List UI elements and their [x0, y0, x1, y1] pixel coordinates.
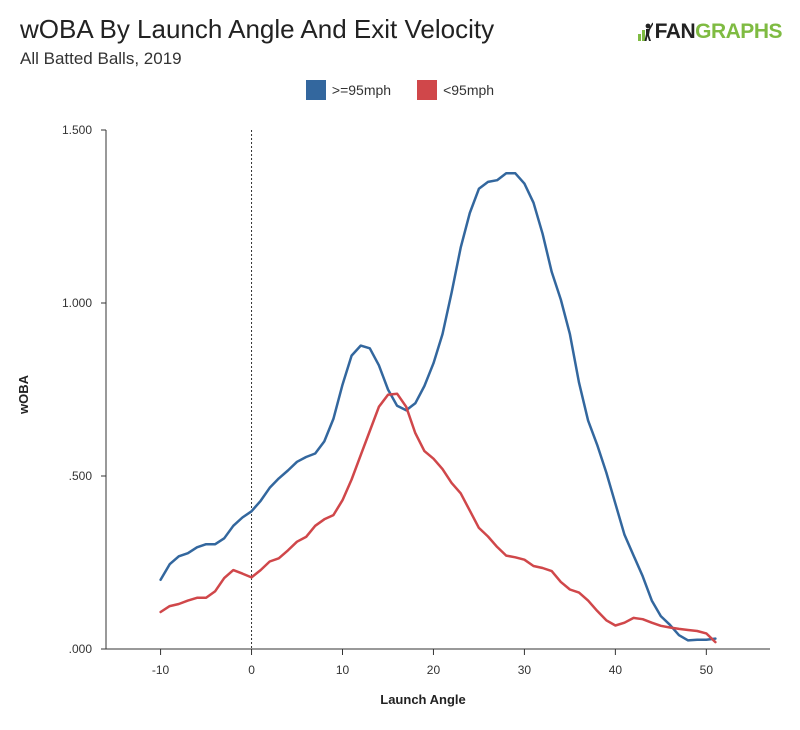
chart-legend: >=95mph <95mph: [0, 80, 800, 100]
chart-subtitle: All Batted Balls, 2019: [20, 49, 182, 68]
y-axis-label: wOBA: [16, 374, 31, 415]
y-tick-label: 1.000: [62, 296, 92, 310]
logo-text-graphs: GRAPHS: [695, 20, 782, 43]
x-axis-label: Launch Angle: [380, 692, 465, 707]
series-line-95mph-and-above: [159, 172, 717, 642]
fangraphs-logo[interactable]: FAN GRAPHS: [637, 20, 782, 44]
logo-text-fan: FAN: [654, 20, 696, 43]
y-tick-label: .500: [69, 469, 93, 483]
x-tick-label: 10: [336, 663, 350, 677]
legend-swatch-fast: [305, 80, 326, 100]
legend-item-slow[interactable]: <95mph: [417, 80, 494, 100]
series-line-below-95mph: [159, 392, 717, 644]
legend-label-slow: <95mph: [443, 82, 495, 98]
x-tick-label: 20: [427, 663, 441, 677]
x-tick-label: 50: [700, 663, 714, 677]
x-tick-label: 40: [609, 663, 623, 677]
chart-title: wOBA By Launch Angle And Exit Velocity: [20, 14, 495, 44]
legend-item-fast[interactable]: >=95mph: [305, 80, 392, 100]
x-tick-label: -10: [152, 663, 170, 677]
legend-label-fast: >=95mph: [331, 82, 392, 98]
y-tick-label: .000: [69, 642, 93, 656]
x-tick-label: 0: [248, 663, 255, 677]
legend-swatch-slow: [417, 80, 438, 100]
fangraphs-batter-icon: [637, 22, 653, 41]
y-tick-label: 1.500: [62, 123, 92, 137]
x-tick-label: 30: [518, 663, 532, 677]
